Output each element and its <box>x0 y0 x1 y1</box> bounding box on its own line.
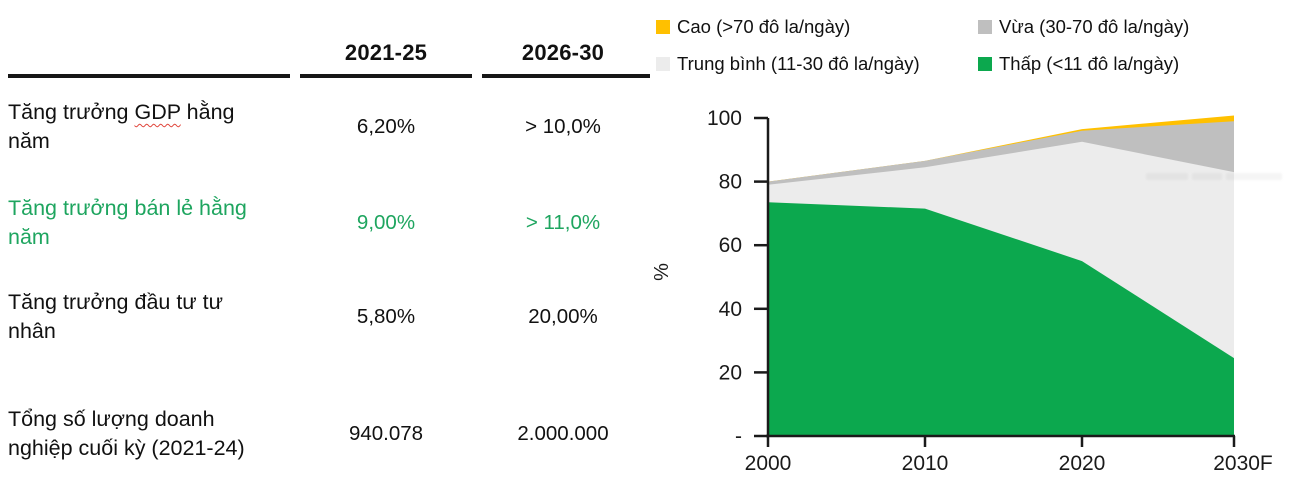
header-rule-segment <box>482 74 650 78</box>
cell-value: 940.078 <box>348 422 424 445</box>
legend-swatch-vua-icon <box>978 20 992 34</box>
header-rule-segment <box>300 74 472 78</box>
row-label-text: hằng năm <box>8 100 235 153</box>
column-header-2021-25: 2021-25 <box>344 40 428 65</box>
legend-item-trung-binh: Trung bình (11-30 đô la/ngày) <box>656 53 978 75</box>
legend-item-vua: Vừa (30-70 đô la/ngày) <box>978 16 1189 38</box>
legend-swatch-trung-binh-icon <box>656 57 670 71</box>
table-row-retail-growth: Tăng trưởng bán lẻ hằng năm 9,00% > 11,0… <box>8 188 650 258</box>
y-tick-label: 20 <box>719 361 742 384</box>
x-tick-label: 2000 <box>745 452 792 475</box>
legend-item-cao: Cao (>70 đô la/ngày) <box>656 16 978 38</box>
y-tick-label: 40 <box>719 298 742 321</box>
header-rule-segment <box>8 74 290 78</box>
legend-label: Cao (>70 đô la/ngày) <box>677 16 851 37</box>
legend-swatch-thap-icon <box>978 57 992 71</box>
legend-label: Thấp (<11 đô la/ngày) <box>999 53 1180 74</box>
legend-label: Vừa (30-70 đô la/ngày) <box>999 16 1190 37</box>
cell-value: 2.000.000 <box>517 422 609 445</box>
table-row-total-enterprises: Tổng số lượng doanh nghiệp cuối kỳ (2021… <box>8 396 650 472</box>
table-row-gdp-growth: Tăng trưởng GDP hằng năm 6,20% > 10,0% <box>8 92 650 162</box>
y-tick-label: - <box>735 425 742 448</box>
x-tick-label: 2020 <box>1059 452 1106 475</box>
row-label: Tăng trưởng GDP hằng năm <box>8 98 296 156</box>
y-tick-label: 100 <box>707 107 742 130</box>
cell-value: 20,00% <box>528 305 598 328</box>
column-header-2026-30: 2026-30 <box>521 40 605 65</box>
row-label: Tăng trưởng bán lẻ hằng năm <box>8 196 247 249</box>
cell-value: 5,80% <box>356 305 416 328</box>
area-series-0 <box>768 202 1234 436</box>
row-label-text: Tăng trưởng <box>8 100 135 125</box>
x-tick-label: 2010 <box>902 452 949 475</box>
stacked-area-chart: 100 80 60 40 20 -2000 2010 2020 2030F% <box>651 107 1273 475</box>
cell-value: 9,00% <box>356 211 416 234</box>
cell-value: > 10,0% <box>525 115 601 138</box>
y-axis-title: % <box>651 263 673 281</box>
x-tick-label: 2030F <box>1213 452 1273 475</box>
cell-value: 6,20% <box>356 115 416 138</box>
cell-value: > 11,0% <box>525 211 601 234</box>
row-label: Tổng số lượng doanh nghiệp cuối kỳ (2021… <box>8 407 245 460</box>
y-tick-label: 60 <box>719 234 742 257</box>
table-row-private-investment-growth: Tăng trưởng đầu tư tư nhân 5,80% 20,00% <box>8 282 650 352</box>
legend-label: Trung bình (11-30 đô la/ngày) <box>677 53 920 74</box>
macro-forecast-table: 2021-25 2026-30 Tăng trưởng GDP hằng năm… <box>8 20 650 472</box>
y-tick-label: 80 <box>719 171 742 194</box>
row-label-gdp-spellcheck: GDP <box>134 100 181 125</box>
chart-legend: Cao (>70 đô la/ngày) Vừa (30-70 đô la/ng… <box>656 16 1189 75</box>
table-header-row: 2021-25 2026-30 <box>8 20 650 74</box>
legend-item-thap: Thấp (<11 đô la/ngày) <box>978 53 1189 75</box>
row-label: Tăng trưởng đầu tư tư nhân <box>8 290 224 343</box>
header-rule <box>8 74 650 78</box>
legend-swatch-cao-icon <box>656 20 670 34</box>
